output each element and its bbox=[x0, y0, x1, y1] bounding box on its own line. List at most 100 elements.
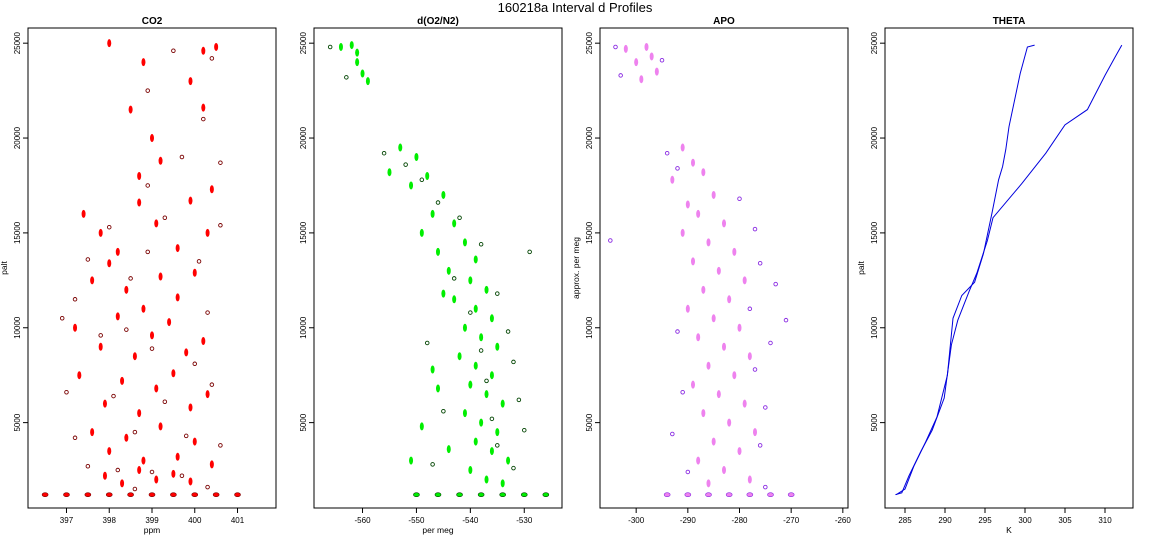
data-point bbox=[102, 399, 107, 408]
x-tick-label: -540 bbox=[462, 516, 479, 525]
data-point bbox=[613, 44, 618, 50]
data-point bbox=[506, 456, 511, 465]
data-point bbox=[696, 209, 701, 218]
x-tick-label: 300 bbox=[1018, 516, 1032, 525]
data-point bbox=[484, 378, 489, 384]
data-point bbox=[205, 390, 210, 399]
data-point bbox=[752, 367, 758, 372]
data-point bbox=[398, 143, 403, 152]
data-point bbox=[154, 219, 159, 228]
data-point bbox=[98, 228, 103, 237]
data-point bbox=[191, 492, 199, 498]
plot-frame bbox=[599, 27, 849, 509]
data-point bbox=[77, 371, 82, 380]
data-point bbox=[120, 376, 125, 385]
data-point bbox=[722, 342, 726, 351]
data-point bbox=[145, 249, 150, 255]
data-point bbox=[441, 289, 446, 298]
data-point bbox=[434, 492, 442, 498]
panel-d-o2-n2: d(O2/N2) -560 -550 -540 -530 5000 10000 15000 20… bbox=[299, 16, 563, 535]
data-point bbox=[499, 492, 506, 498]
data-point bbox=[171, 48, 176, 54]
data-point bbox=[175, 244, 180, 253]
y-axis-label: approx. per meg bbox=[571, 237, 581, 299]
data-point bbox=[85, 464, 91, 469]
data-point bbox=[500, 399, 505, 408]
data-point bbox=[446, 445, 451, 454]
data-point bbox=[706, 238, 711, 247]
data-point bbox=[149, 469, 155, 475]
data-point bbox=[527, 249, 532, 255]
data-point bbox=[639, 75, 644, 84]
data-point bbox=[478, 242, 484, 247]
data-point bbox=[85, 257, 91, 262]
data-point bbox=[763, 484, 768, 490]
data-point bbox=[72, 297, 78, 302]
data-point bbox=[732, 247, 737, 256]
data-point bbox=[212, 492, 220, 498]
data-point bbox=[72, 435, 78, 441]
data-point bbox=[145, 88, 150, 93]
plot-frame bbox=[884, 27, 1134, 509]
y-tick-label: 25000 bbox=[299, 32, 308, 55]
data-point bbox=[127, 492, 134, 498]
data-point bbox=[179, 473, 185, 478]
x-tick-label: -530 bbox=[516, 516, 533, 525]
data-point bbox=[479, 418, 484, 427]
data-point bbox=[137, 198, 142, 207]
data-point bbox=[98, 333, 103, 338]
x-tick-label: -280 bbox=[731, 516, 748, 525]
y-tick-label: 25000 bbox=[870, 32, 879, 55]
data-point bbox=[451, 276, 457, 281]
data-point bbox=[618, 73, 623, 78]
data-point bbox=[484, 285, 489, 294]
y-tick-label: 15000 bbox=[870, 221, 879, 244]
data-point bbox=[188, 77, 193, 86]
data-point bbox=[124, 285, 129, 294]
data-point bbox=[495, 443, 500, 448]
y-tick-label: 10000 bbox=[299, 316, 308, 339]
data-point bbox=[102, 471, 107, 480]
data-point bbox=[670, 431, 675, 437]
data-point bbox=[649, 52, 654, 61]
y-tick-label: 5000 bbox=[870, 413, 879, 431]
data-point bbox=[209, 185, 214, 194]
data-point bbox=[742, 399, 747, 408]
data-point bbox=[154, 384, 159, 393]
data-point bbox=[201, 116, 206, 122]
data-point bbox=[623, 44, 628, 53]
data-point bbox=[430, 209, 435, 218]
data-point bbox=[441, 190, 446, 199]
data-point bbox=[722, 466, 726, 475]
data-point bbox=[105, 492, 113, 498]
data-point bbox=[214, 42, 219, 51]
data-point bbox=[115, 247, 120, 256]
data-point bbox=[424, 340, 430, 346]
data-point bbox=[132, 429, 138, 435]
data-point bbox=[441, 408, 446, 414]
data-point bbox=[365, 77, 370, 86]
data-point bbox=[414, 153, 419, 162]
data-point bbox=[462, 238, 467, 247]
data-point bbox=[701, 409, 706, 418]
data-point bbox=[680, 228, 685, 237]
data-point bbox=[747, 475, 752, 484]
data-point bbox=[141, 304, 146, 313]
data-point bbox=[201, 337, 206, 346]
panel-co2: CO2 397 398 399 400 401 5000 10000 15000 20000 250… bbox=[0, 16, 277, 535]
data-point bbox=[338, 42, 343, 51]
data-point bbox=[477, 492, 485, 498]
data-point bbox=[452, 219, 457, 228]
data-point bbox=[111, 393, 116, 399]
data-point bbox=[150, 331, 154, 340]
data-point bbox=[150, 134, 154, 143]
data-point bbox=[706, 361, 711, 370]
data-point bbox=[456, 492, 463, 498]
data-point bbox=[768, 340, 773, 346]
data-point bbox=[81, 209, 86, 218]
data-point bbox=[106, 224, 112, 230]
data-point bbox=[192, 361, 198, 367]
data-point bbox=[115, 312, 120, 321]
y-axis-label: palt bbox=[856, 261, 866, 275]
data-point bbox=[644, 42, 649, 51]
